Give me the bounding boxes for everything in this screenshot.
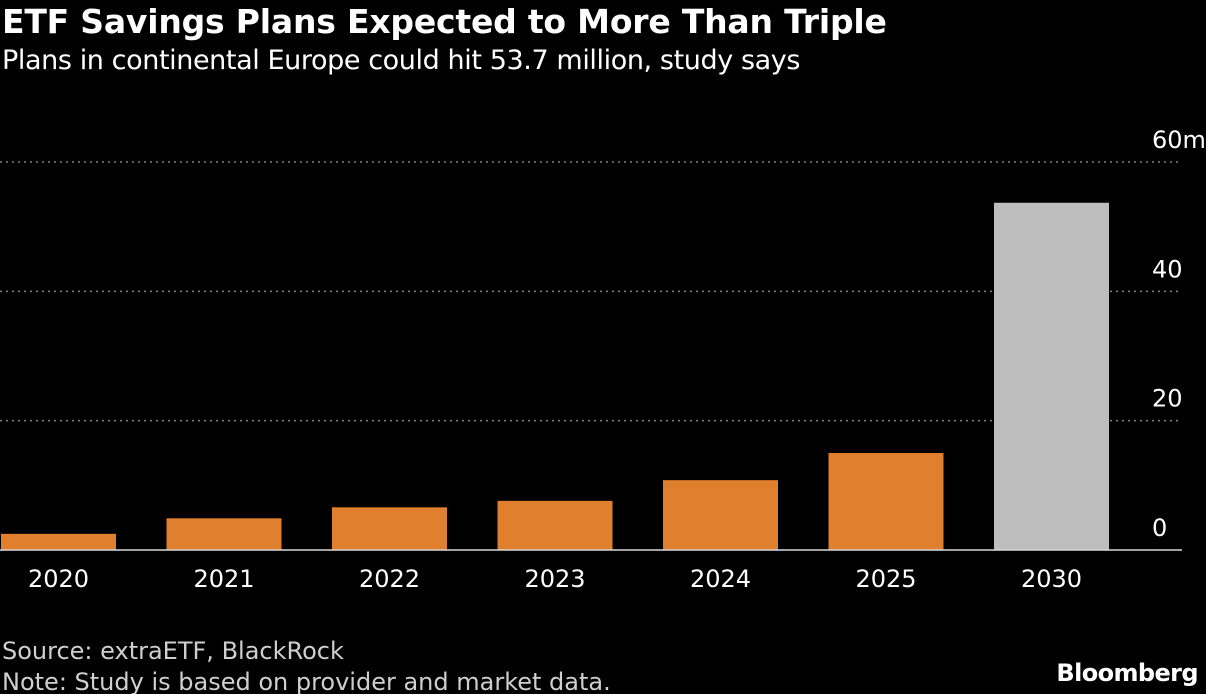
bar bbox=[828, 453, 944, 550]
source-note: Source: extraETF, BlackRock bbox=[2, 637, 344, 665]
bar bbox=[663, 480, 778, 550]
projected-bar bbox=[994, 202, 1109, 551]
x-tick-label: 2024 bbox=[690, 565, 751, 593]
x-tick-label: 2023 bbox=[524, 565, 585, 593]
y-tick-label: 20 bbox=[1152, 385, 1183, 413]
bars bbox=[1, 202, 1109, 551]
bar bbox=[497, 500, 613, 550]
gridlines bbox=[0, 161, 1182, 422]
bar bbox=[1, 533, 116, 550]
y-tick-label: 40 bbox=[1152, 255, 1183, 283]
y-tick-label: 0 bbox=[1152, 514, 1167, 542]
chart-subtitle: Plans in continental Europe could hit 53… bbox=[2, 45, 801, 76]
x-tick-label: 2022 bbox=[359, 565, 420, 593]
x-tick-label: 2025 bbox=[855, 565, 916, 593]
chart-title: ETF Savings Plans Expected to More Than … bbox=[2, 2, 887, 41]
x-tick-label: 2020 bbox=[28, 565, 89, 593]
x-tick-label: 2030 bbox=[1021, 565, 1082, 593]
footnote: Note: Study is based on provider and mar… bbox=[2, 668, 611, 694]
bloomberg-logo: Bloomberg bbox=[1056, 659, 1198, 687]
bar bbox=[166, 518, 282, 550]
x-tick-label: 2021 bbox=[193, 565, 254, 593]
axes: 0 20 40 60m 2020 2021 2022 2023 2024 2025 2030 bbox=[0, 126, 1206, 593]
bar bbox=[332, 507, 447, 550]
y-tick-label: 60m bbox=[1152, 126, 1206, 154]
